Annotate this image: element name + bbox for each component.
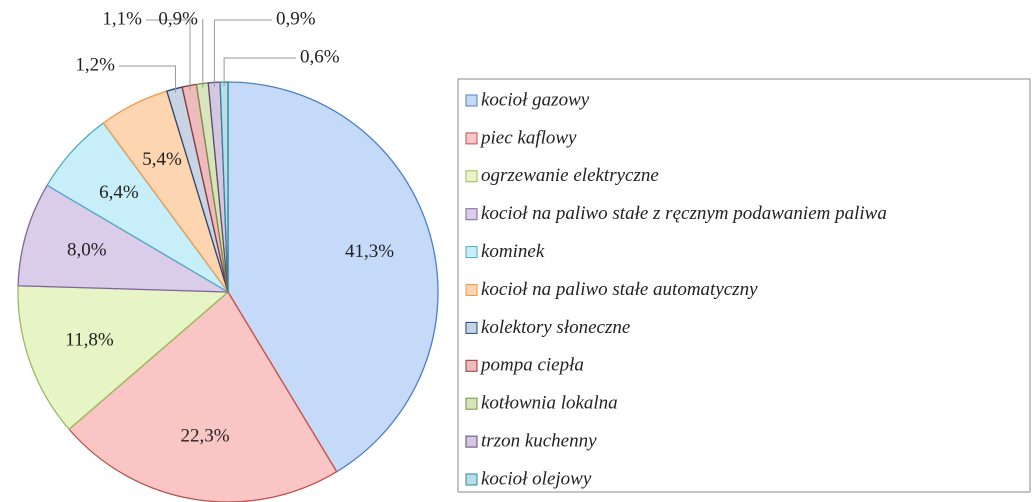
legend-label: kocioł gazowy <box>481 89 590 110</box>
legend-label: kolektory słoneczne <box>481 317 630 338</box>
legend-label: kominek <box>481 241 545 262</box>
legend-swatch <box>465 473 478 486</box>
data-label: 6,4% <box>99 182 139 203</box>
data-label: 0,9% <box>158 8 198 29</box>
legend-swatch <box>465 132 478 145</box>
data-label: 5,4% <box>142 149 182 170</box>
data-label: 41,3% <box>345 241 394 262</box>
data-label: 0,9% <box>276 8 316 29</box>
data-label: 1,2% <box>75 54 115 75</box>
legend-box <box>457 78 1031 493</box>
legend-label: piec kaflowy <box>479 127 577 148</box>
leader-line <box>202 19 204 88</box>
legend-swatch <box>465 170 478 183</box>
legend-swatch <box>465 208 478 221</box>
data-label: 22,3% <box>180 426 229 447</box>
legend-label: trzon kuchenny <box>481 430 597 451</box>
legend-swatch <box>465 246 478 259</box>
legend-swatch <box>465 435 478 448</box>
legend-swatch <box>465 284 478 296</box>
legend-label: ogrzewanie elektryczne <box>481 165 659 186</box>
leader-line <box>223 57 296 87</box>
leader-line <box>213 19 272 87</box>
legend-label: kotłownia lokalna <box>481 393 618 414</box>
legend-label: kocioł na paliwo stałe automatyczny <box>481 279 758 300</box>
leader-line <box>146 19 191 90</box>
legend-label: kocioł olejowy <box>481 468 592 489</box>
legend-swatch <box>465 321 478 334</box>
pie-slice <box>227 81 439 473</box>
legend-label: kocioł na paliwo stałe z ręcznym podawan… <box>481 203 887 224</box>
leader-line <box>119 65 176 93</box>
pie-slice <box>68 291 338 502</box>
legend-swatch <box>465 94 478 107</box>
data-label: 1,1% <box>102 8 142 29</box>
data-label: 8,0% <box>67 240 107 261</box>
legend-swatch <box>465 397 478 410</box>
legend-swatch <box>465 359 478 372</box>
data-label: 11,8% <box>65 330 114 351</box>
data-label: 0,6% <box>300 46 340 67</box>
pie-slice <box>17 285 230 431</box>
legend-label: pompa ciepła <box>479 355 584 376</box>
pie-slice <box>17 184 229 293</box>
